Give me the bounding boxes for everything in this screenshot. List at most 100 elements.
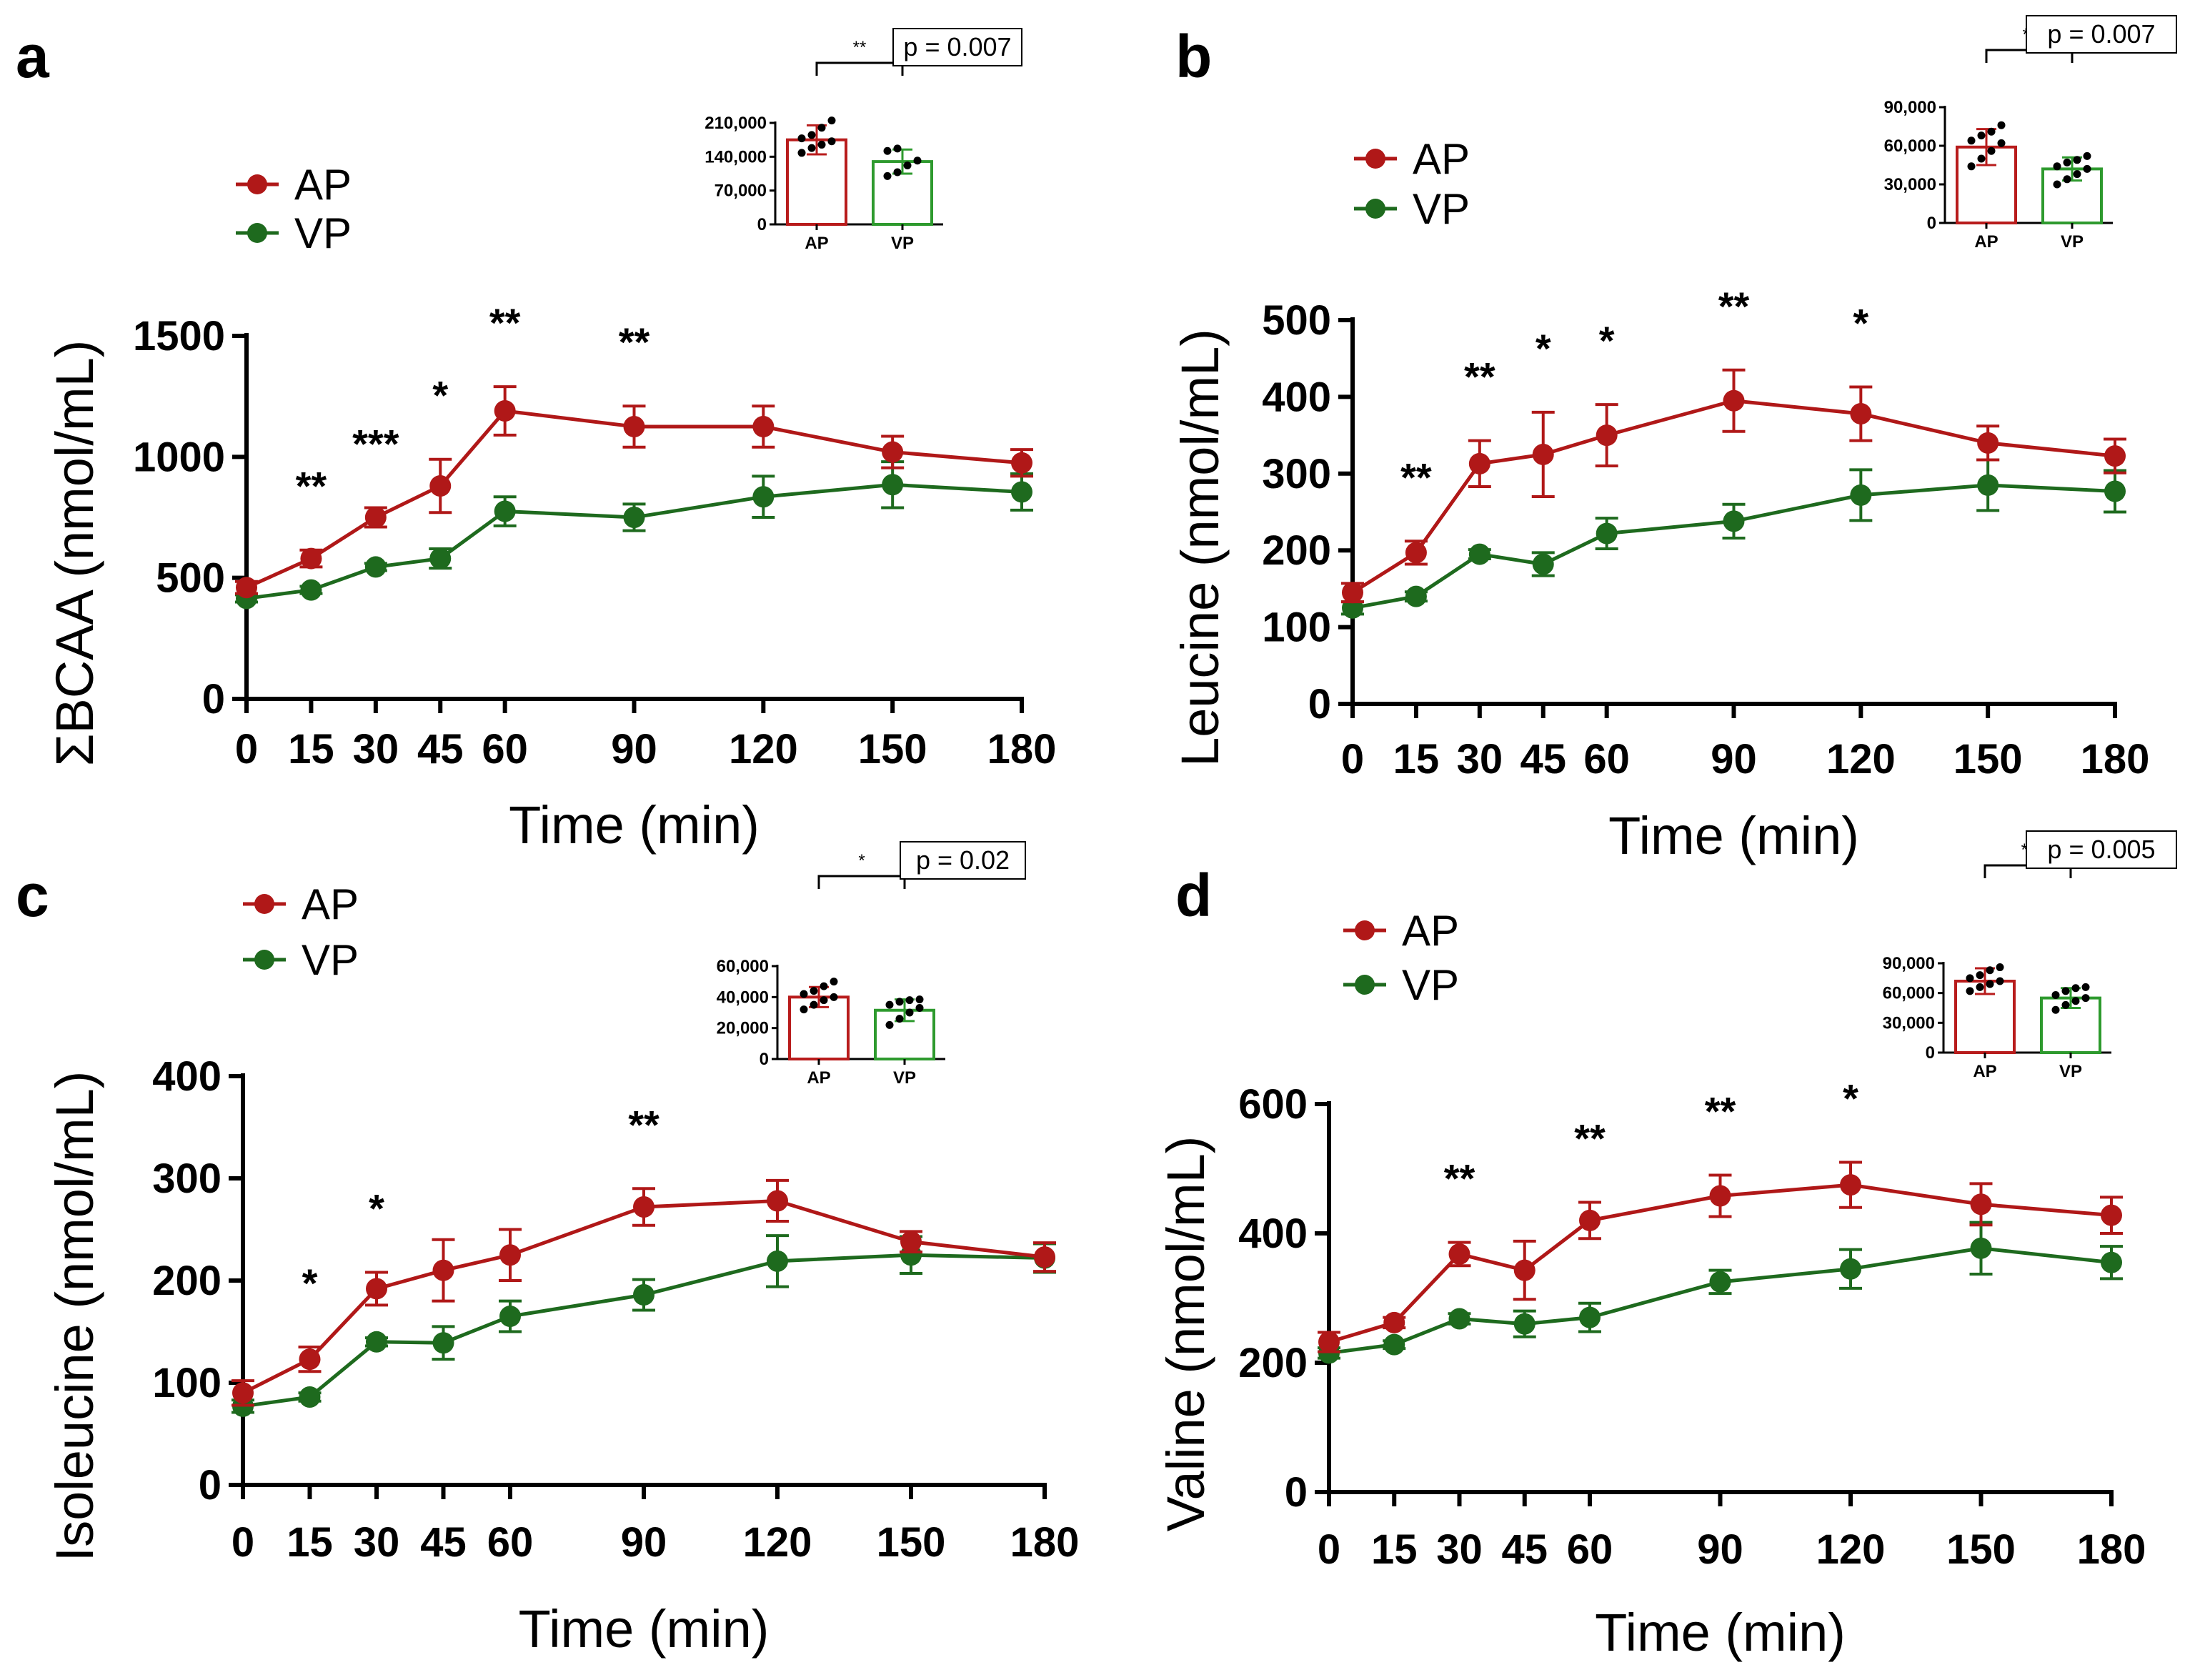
- y-tick-label: 600: [1238, 1081, 1308, 1128]
- significance-mark: **: [1574, 1116, 1606, 1161]
- inset-y-tick-label: 70,000: [715, 182, 767, 201]
- inset-x-tick-label: AP: [1973, 1062, 1996, 1081]
- data-point-AP: [1011, 452, 1032, 474]
- y-tick-label: 200: [1238, 1340, 1308, 1386]
- series-line-VP: [246, 482, 1022, 600]
- legend-item-AP: AP: [1354, 135, 1470, 183]
- data-point-VP: [1840, 1258, 1861, 1280]
- inset-dot: [905, 996, 914, 1005]
- data-point-AP: [1468, 452, 1490, 474]
- data-point-AP: [366, 1278, 387, 1300]
- y-tick-label: 100: [1262, 605, 1331, 651]
- inset-dot: [885, 1020, 894, 1029]
- data-point-VP: [633, 1284, 654, 1306]
- inset-dot: [2051, 1005, 2060, 1014]
- panel-letter: c: [16, 862, 49, 929]
- y-axis-label: Isoleucine (nmol/mL): [45, 1071, 104, 1562]
- data-point-AP: [1448, 1243, 1470, 1265]
- x-tick-label: 45: [420, 1519, 467, 1566]
- y-tick-label: 0: [1308, 681, 1331, 727]
- x-tick-label: 30: [353, 726, 399, 772]
- inset-y-tick-label: 90,000: [1883, 954, 1935, 973]
- significance-mark: **: [1444, 1156, 1475, 1201]
- inset-y-tick-label: 30,000: [1884, 175, 1936, 194]
- inset-dot: [2071, 984, 2080, 993]
- series-VP: [1318, 1221, 2123, 1364]
- significance-mark: **: [628, 1102, 660, 1147]
- data-point-VP: [1383, 1333, 1405, 1356]
- legend-marker: [1355, 975, 1375, 995]
- x-tick-label: 90: [621, 1519, 667, 1566]
- significance-mark: *: [1535, 326, 1551, 371]
- legend-label: AP: [1413, 135, 1470, 183]
- p-value-box: [2026, 830, 2177, 869]
- inset-dot: [893, 168, 902, 177]
- significance-mark: **: [489, 300, 521, 345]
- y-tick-label: 400: [152, 1053, 222, 1100]
- data-point-AP: [2101, 1204, 2122, 1226]
- panel-c: c 0 100 200 300 400 0 15 30 45 60 90 120 150 180 Time (…: [16, 841, 1079, 1659]
- data-point-AP: [1318, 1331, 1340, 1353]
- x-tick-label: 150: [877, 1519, 946, 1566]
- inset-dot: [2063, 175, 2071, 184]
- inset-x-tick-label: AP: [805, 234, 828, 253]
- data-point-VP: [1977, 474, 1999, 496]
- y-tick-label: 0: [1285, 1469, 1308, 1516]
- data-point-AP: [752, 416, 775, 437]
- y-tick-label: 500: [1262, 297, 1331, 344]
- inset-dot: [2083, 164, 2091, 173]
- inset-x-tick-label: VP: [893, 1068, 916, 1088]
- data-point-VP: [299, 1386, 321, 1408]
- inset-dot: [1977, 154, 1986, 163]
- panel-b: b 0 100 200 300 400 500 0 15 30 45 60 90 120 150 180 Tim…: [1170, 15, 2177, 865]
- data-point-VP: [1596, 522, 1618, 545]
- legend-marker: [247, 174, 267, 194]
- inset-dot: [2083, 151, 2091, 160]
- data-point-AP: [236, 577, 257, 599]
- series-line-VP: [242, 1253, 1045, 1408]
- data-point-AP: [300, 547, 322, 570]
- data-point-VP: [429, 547, 452, 570]
- series-VP: [1341, 458, 2126, 619]
- significance-mark: **: [619, 319, 650, 364]
- legend-label: AP: [1402, 907, 1459, 955]
- data-point-AP: [499, 1244, 521, 1266]
- inset-y-tick-label: 0: [757, 215, 767, 234]
- x-tick-label: 150: [1946, 1526, 2016, 1573]
- inset-x-tick-label: VP: [2061, 232, 2084, 252]
- inset-dot: [1966, 974, 1974, 983]
- significance-mark: *: [432, 373, 448, 418]
- data-point-VP: [1579, 1306, 1601, 1328]
- legend-marker: [254, 950, 274, 970]
- x-tick-label: 150: [1953, 736, 2023, 782]
- data-point-AP: [767, 1190, 788, 1212]
- panel-letter: d: [1175, 862, 1212, 929]
- inset-dot: [1967, 162, 1976, 171]
- inset-y-tick-label: 140,000: [705, 147, 767, 166]
- inset-significance-bracket: [817, 875, 906, 889]
- x-tick-label: 0: [1318, 1526, 1340, 1573]
- x-tick-label: 0: [235, 726, 258, 772]
- x-tick-label: 15: [288, 726, 334, 772]
- x-tick-label: 15: [1393, 736, 1440, 782]
- significance-mark: ***: [352, 421, 399, 466]
- inset-dot: [807, 131, 816, 139]
- inset-dot: [800, 990, 808, 998]
- data-point-AP: [1723, 389, 1745, 412]
- data-point-VP: [1850, 484, 1872, 506]
- inset-dot: [817, 124, 826, 132]
- inset-dot: [800, 1005, 808, 1014]
- data-point-AP: [432, 1259, 454, 1281]
- inset-y-tick-label: 0: [760, 1050, 769, 1069]
- x-tick-label: 60: [1567, 1526, 1613, 1573]
- x-tick-label: 30: [1436, 1526, 1483, 1573]
- inset-dot: [1977, 131, 1986, 140]
- data-point-VP: [499, 1306, 521, 1328]
- legend-item-AP: AP: [243, 880, 359, 928]
- inset-dot: [893, 144, 902, 153]
- y-tick-label: 200: [1262, 527, 1331, 574]
- inset-dot: [905, 1008, 914, 1017]
- inset-x-tick-label: VP: [891, 234, 914, 253]
- inset-dot: [2051, 990, 2060, 999]
- x-tick-label: 180: [2081, 736, 2150, 782]
